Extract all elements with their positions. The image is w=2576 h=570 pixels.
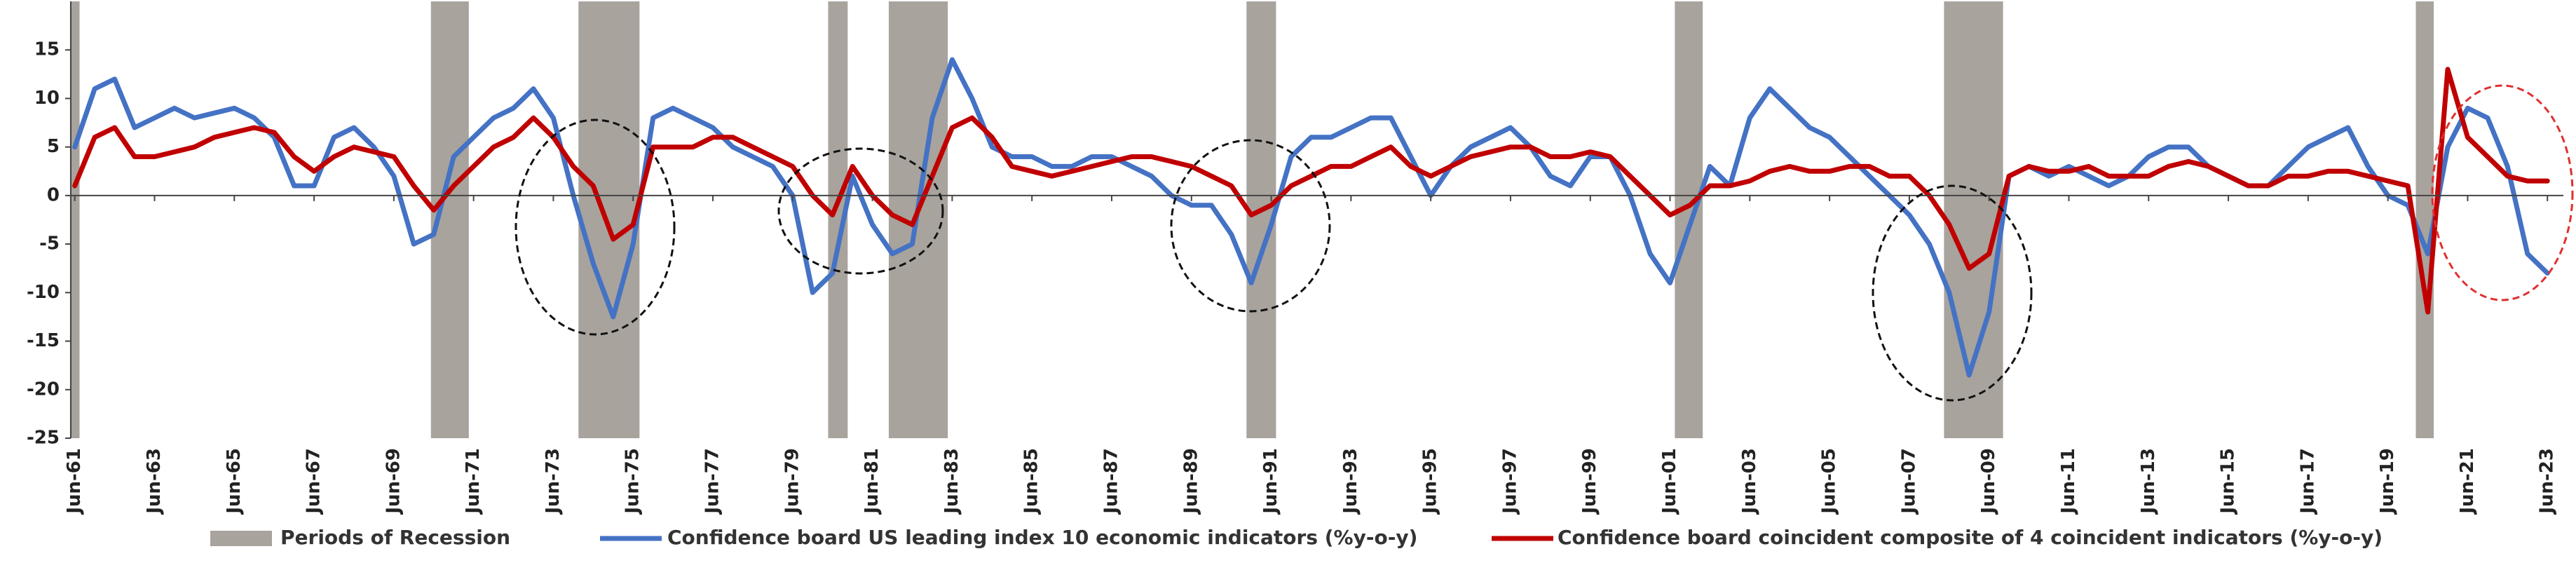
x-tick-label: Jun-23 — [2537, 448, 2558, 515]
x-tick-label: Jun-83 — [941, 448, 962, 515]
axes: -25 -20 -15 -10 -5 0 5 10 15 Jun-61 Jun-63 Jun-65 Ju… — [27, 1, 2563, 515]
y-tick-label: -5 — [39, 233, 60, 255]
x-tick-label: Jun-13 — [2138, 448, 2159, 515]
legend-label: Confidence board US leading index 10 eco… — [667, 526, 1417, 549]
legend-label: Periods of Recession — [280, 526, 510, 549]
x-tick-label: Jun-15 — [2218, 448, 2239, 515]
x-tick-label: Jun-69 — [383, 448, 404, 515]
x-tick-label: Jun-71 — [463, 448, 484, 515]
recession-bands — [69, 1, 2434, 438]
annotation-circle — [514, 118, 676, 336]
x-tick-label: Jun-01 — [1659, 448, 1680, 515]
annotation-circle — [1872, 184, 2033, 402]
x-tick-label: Jun-81 — [861, 448, 882, 515]
x-tick-label: Jun-85 — [1021, 448, 1042, 515]
recession-band — [2415, 1, 2434, 438]
x-tick-label: Jun-75 — [622, 448, 643, 515]
legend-swatch — [210, 531, 272, 546]
x-tick-label: Jun-67 — [304, 448, 325, 515]
legend-label: Confidence board coincident composite of… — [1558, 526, 2383, 549]
series-line — [72, 57, 2550, 378]
x-tick-label: Jun-87 — [1100, 448, 1122, 515]
recession-band — [1675, 1, 1703, 438]
x-tick-label: Jun-97 — [1499, 448, 1520, 515]
x-tick-label: Jun-19 — [2377, 448, 2398, 515]
y-tick-label: -15 — [27, 330, 60, 351]
y-tick-label: 5 — [47, 136, 60, 157]
annotation-circle — [2431, 84, 2574, 301]
x-tick-label: Jun-91 — [1260, 448, 1281, 515]
recession-band — [1944, 1, 2003, 438]
x-tick-label: Jun-99 — [1579, 448, 1600, 515]
x-tick-label: Jun-61 — [64, 448, 85, 515]
x-tick-label: Jun-73 — [543, 448, 564, 515]
x-tick-label: Jun-95 — [1420, 448, 1441, 515]
recession-band — [69, 1, 80, 438]
x-tick-label: Jun-65 — [224, 448, 245, 515]
x-tick-label: Jun-07 — [1898, 448, 1919, 515]
x-tick-label: Jun-79 — [782, 448, 803, 515]
x-tick-label: Jun-93 — [1340, 448, 1361, 515]
annotation-circle — [777, 147, 944, 275]
y-tick-label: -10 — [27, 282, 60, 303]
recession-band — [578, 1, 640, 438]
x-tick-label: Jun-77 — [702, 448, 723, 515]
x-tick-label: Jun-03 — [1739, 448, 1760, 515]
x-tick-label: Jun-89 — [1180, 448, 1201, 515]
annotation-circle — [1170, 139, 1331, 313]
legend: Periods of Recession Confidence board US … — [210, 526, 2383, 549]
x-tick-label: Jun-21 — [2457, 448, 2478, 515]
x-tick-label: Jun-11 — [2058, 448, 2079, 515]
x-tick-label: Jun-05 — [1819, 448, 1840, 515]
y-tick-label: 0 — [47, 184, 60, 205]
x-tick-label: Jun-63 — [144, 448, 165, 515]
lines — [72, 57, 2550, 378]
x-tick-label: Jun-17 — [2297, 448, 2318, 515]
y-tick-label: -20 — [27, 379, 60, 400]
series-line — [72, 67, 2550, 315]
y-tick-label: 10 — [34, 88, 60, 109]
y-tick-label: -25 — [27, 428, 60, 449]
y-tick-label: 15 — [34, 39, 60, 60]
x-tick-label: Jun-09 — [1978, 448, 1999, 515]
annotations — [514, 84, 2574, 402]
